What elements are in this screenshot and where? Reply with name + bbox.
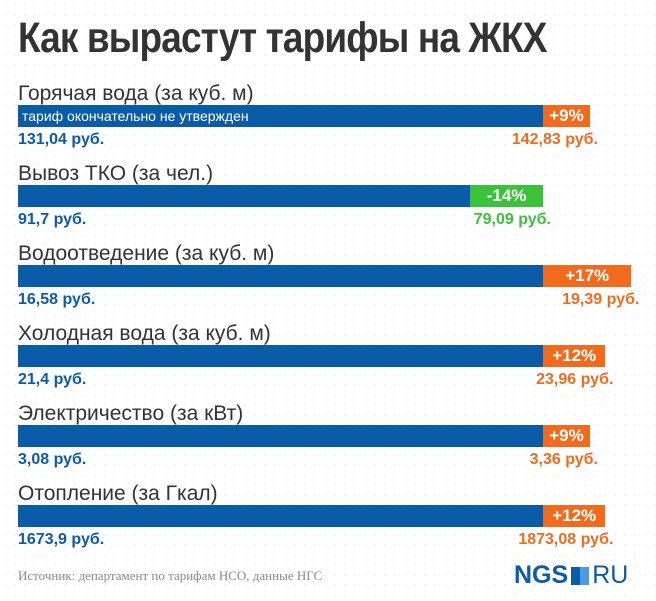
base-bar	[18, 265, 543, 287]
logo-square-icon	[571, 566, 590, 585]
new-value: 19,39 руб.	[562, 291, 640, 308]
new-value: 23,96 руб.	[536, 371, 614, 388]
old-value: 131,04 руб.	[18, 131, 105, 148]
change-bar: -14%	[470, 185, 543, 207]
tariff-row: Водоотведение (за куб. м) +17% 16,58 руб…	[18, 242, 648, 322]
base-bar	[18, 425, 543, 447]
bar-note: тариф окончательно не утвержден	[22, 108, 249, 124]
tariff-row: Горячая вода (за куб. м) +9% тариф оконч…	[18, 82, 648, 162]
logo-text: NGS	[514, 561, 569, 589]
tariff-label: Электричество (за кВт)	[18, 402, 244, 425]
base-bar	[18, 105, 543, 127]
old-value: 91,7 руб.	[18, 211, 87, 228]
ngs-logo: NGS RU	[514, 561, 628, 590]
change-bar: +12%	[543, 505, 606, 527]
base-bar	[18, 505, 543, 527]
tariff-label: Горячая вода (за куб. м)	[18, 82, 254, 105]
tariff-label: Холодная вода (за куб. м)	[18, 322, 271, 345]
tariff-row: Вывоз ТКО (за чел.) -14% 91,7 руб. 79,09…	[18, 162, 648, 242]
old-value: 3,08 руб.	[18, 451, 87, 468]
tariff-label: Водоотведение (за куб. м)	[18, 242, 275, 265]
change-bar: +17%	[543, 265, 632, 287]
new-value: 79,09 руб.	[473, 211, 551, 228]
base-bar	[18, 345, 543, 367]
change-bar: +9%	[543, 105, 590, 127]
tariff-row: Отопление (за Гкал) +12% 1673,9 руб. 187…	[18, 482, 648, 562]
tariff-label: Вывоз ТКО (за чел.)	[18, 162, 214, 185]
source-note: Источник: департамент по тарифам НСО, да…	[18, 568, 323, 583]
new-value: 1873,08 руб.	[518, 531, 614, 548]
tariff-row: Электричество (за кВт) +9% 3,08 руб. 3,3…	[18, 402, 648, 482]
change-bar: +9%	[543, 425, 590, 447]
new-value: 3,36 руб.	[529, 451, 598, 468]
tariff-row: Холодная вода (за куб. м) +12% 21,4 руб.…	[18, 322, 648, 402]
old-value: 16,58 руб.	[18, 291, 96, 308]
base-bar	[18, 185, 471, 207]
page-title: Как вырастут тарифы на ЖКХ	[18, 14, 547, 62]
logo-domain: RU	[592, 561, 629, 589]
old-value: 1673,9 руб.	[18, 531, 105, 548]
tariff-label: Отопление (за Гкал)	[18, 482, 218, 505]
old-value: 21,4 руб.	[18, 371, 87, 388]
new-value: 142,83 руб.	[511, 131, 598, 148]
change-bar: +12%	[543, 345, 606, 367]
